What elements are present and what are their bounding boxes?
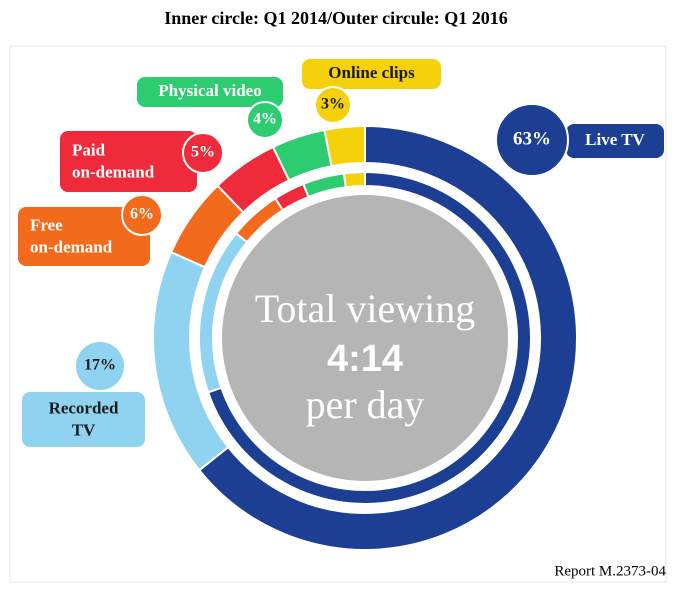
label-box bbox=[22, 392, 145, 447]
category-label: Physical video bbox=[158, 81, 261, 100]
category-label: Live TV bbox=[585, 130, 645, 149]
footnote: Report M.2373-04 bbox=[554, 563, 666, 579]
label-line: on-demand bbox=[30, 237, 113, 256]
donut-segment bbox=[302, 172, 347, 199]
donut-segment bbox=[342, 170, 366, 189]
label-line: Recorded bbox=[49, 398, 119, 417]
frame bbox=[9, 45, 667, 583]
value-badge bbox=[74, 340, 126, 392]
value-label: 6% bbox=[130, 206, 154, 223]
label-box bbox=[18, 207, 150, 266]
value-badge bbox=[495, 103, 569, 177]
label-line: Free bbox=[30, 215, 63, 234]
donut-segment bbox=[323, 124, 366, 168]
label-line: on-demand bbox=[72, 162, 155, 181]
center-disc bbox=[222, 195, 508, 481]
label-box bbox=[137, 77, 283, 107]
center-text: Total viewing bbox=[255, 286, 476, 331]
value-label: 17% bbox=[84, 357, 116, 374]
center-text: 4:14 bbox=[327, 338, 403, 380]
value-label: 63% bbox=[513, 128, 551, 149]
label-line: TV bbox=[72, 420, 96, 439]
chart-title: Inner circle: Q1 2014/Outer circule: Q1 … bbox=[164, 8, 508, 28]
value-label: 3% bbox=[321, 96, 345, 113]
donut-segment bbox=[273, 182, 310, 212]
value-badge bbox=[121, 194, 163, 236]
category-label: Free on-demand bbox=[30, 215, 113, 256]
category-label: Recorded TV bbox=[49, 398, 119, 439]
donut-segment bbox=[197, 124, 578, 551]
value-label: 4% bbox=[253, 111, 277, 128]
value-badge bbox=[182, 132, 224, 174]
center-text: per day bbox=[306, 382, 425, 427]
value-badge bbox=[246, 101, 284, 139]
label-box bbox=[302, 59, 441, 89]
label-box bbox=[60, 131, 197, 192]
category-label: Online clips bbox=[328, 63, 415, 82]
value-badge bbox=[314, 86, 352, 124]
value-label: 5% bbox=[191, 144, 215, 161]
label-box bbox=[566, 124, 664, 158]
category-label: Paid on-demand bbox=[72, 140, 155, 181]
label-line: Paid bbox=[72, 140, 106, 159]
